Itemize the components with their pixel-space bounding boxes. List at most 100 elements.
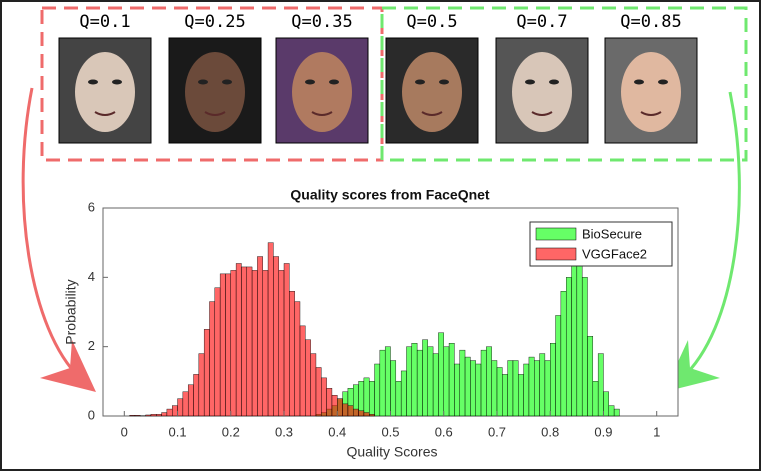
hist-bar: [470, 361, 475, 416]
hist-bar: [146, 415, 151, 416]
hist-bar: [305, 340, 310, 416]
hist-bar: [614, 409, 619, 416]
eye: [525, 80, 535, 85]
hist-bar: [199, 354, 204, 416]
hist-bar: [225, 274, 230, 416]
hist-bar: [396, 381, 401, 416]
face: [185, 52, 245, 132]
hist-bar: [167, 409, 172, 416]
face: [402, 52, 462, 132]
hist-bar: [188, 385, 193, 416]
eye: [222, 80, 232, 85]
hist-bar: [391, 361, 396, 416]
hist-bar: [508, 361, 513, 416]
hist-bar: [231, 270, 236, 416]
legend-swatch: [536, 228, 576, 240]
hist-bar: [428, 347, 433, 416]
eye: [415, 80, 425, 85]
hist-bar: [289, 291, 294, 416]
y-axis-label: Probability: [63, 279, 79, 344]
hist-bar: [401, 371, 406, 416]
hist-bar: [204, 329, 209, 416]
hist-bar: [369, 381, 374, 416]
y-tick-label: 0: [88, 407, 95, 422]
hist-bar: [582, 277, 587, 416]
hist-bar: [263, 270, 268, 416]
hist-bar: [449, 343, 454, 416]
hist-bar: [241, 267, 246, 416]
eye: [305, 80, 315, 85]
hist-bar: [540, 354, 545, 416]
hist-bar: [178, 399, 183, 416]
eye: [658, 80, 668, 85]
hist-bar: [327, 388, 332, 416]
hist-bar: [454, 364, 459, 416]
hist-bar: [220, 274, 225, 416]
hist-bar: [587, 336, 592, 416]
x-tick-label: 0.8: [541, 424, 559, 439]
hist-bar: [513, 361, 518, 416]
hist-bar: [433, 354, 438, 416]
hist-bar: [497, 367, 502, 416]
hist-bar: [311, 354, 316, 416]
hist-bar: [348, 406, 353, 416]
hist-bar: [353, 409, 358, 416]
hist-bar: [438, 333, 443, 416]
hist-bar: [172, 406, 177, 416]
hist-bar: [444, 347, 449, 416]
hist-bar: [406, 347, 411, 416]
legend-label: BioSecure: [582, 226, 642, 241]
y-tick-label: 2: [88, 338, 95, 353]
hist-bar: [524, 364, 529, 416]
x-tick-label: 0.4: [328, 424, 346, 439]
hist-bar: [300, 326, 305, 416]
face: [292, 52, 352, 132]
hist-bar: [156, 414, 161, 416]
eye: [634, 80, 644, 85]
hist-bar: [529, 357, 534, 416]
hist-bar: [545, 361, 550, 416]
x-tick-label: 0.2: [222, 424, 240, 439]
hist-bar: [492, 361, 497, 416]
hist-bar: [561, 291, 566, 416]
hist-bar: [337, 399, 342, 416]
hist-bar: [556, 315, 561, 416]
hist-bar: [209, 302, 214, 416]
hist-bar: [343, 404, 348, 416]
hist-bar: [364, 413, 369, 416]
hist-bar: [162, 413, 167, 416]
hist-bar: [550, 343, 555, 416]
hist-bar: [316, 367, 321, 416]
legend-swatch: [536, 248, 576, 260]
hist-bar: [598, 354, 603, 416]
hist-bar: [460, 350, 465, 416]
eye: [549, 80, 559, 85]
hist-bar: [364, 378, 369, 416]
x-tick-label: 0.9: [594, 424, 612, 439]
x-tick-label: 0.7: [488, 424, 506, 439]
hist-bar: [268, 243, 273, 416]
chart-title: Quality scores from FaceQnet: [290, 187, 490, 203]
eye: [329, 80, 339, 85]
quality-label: Q=0.7: [516, 12, 567, 32]
hist-bar: [609, 406, 614, 416]
hist-bar: [247, 267, 252, 416]
hist-bar: [412, 343, 417, 416]
hist-bar: [534, 361, 539, 416]
hist-bar: [465, 357, 470, 416]
hist-bar: [593, 381, 598, 416]
hist-bar: [332, 395, 337, 416]
hist-bar: [476, 364, 481, 416]
hist-bar: [481, 350, 486, 416]
face: [621, 52, 681, 132]
quality-label: Q=0.1: [79, 12, 130, 32]
hist-bar: [359, 411, 364, 416]
hist-bar: [273, 257, 278, 416]
x-axis-label: Quality Scores: [346, 444, 437, 460]
quality-label: Q=0.25: [184, 12, 245, 32]
hist-bar: [385, 347, 390, 416]
hist-bar: [194, 374, 199, 416]
hist-bar: [566, 277, 571, 416]
